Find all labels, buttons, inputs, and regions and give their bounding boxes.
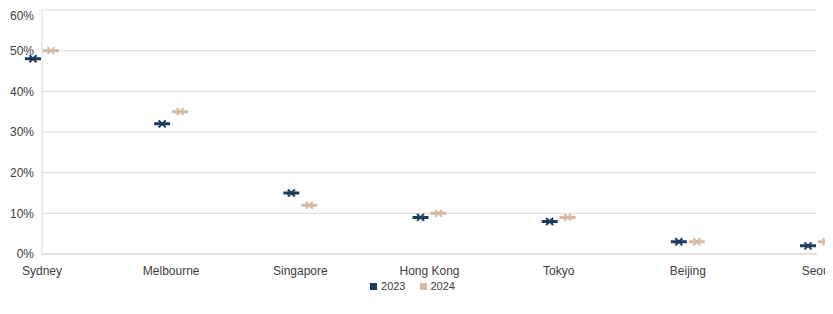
svg-text:40%: 40%	[10, 85, 34, 99]
svg-text:Seoul: Seoul	[802, 264, 825, 278]
svg-text:0%: 0%	[17, 247, 35, 261]
svg-text:60%: 60%	[10, 9, 34, 23]
svg-text:20%: 20%	[10, 166, 34, 180]
html-text:2023: 2023	[381, 280, 406, 292]
svg-text:Beijing: Beijing	[670, 264, 706, 278]
svg-text:10%: 10%	[10, 207, 34, 221]
svg-text:50%: 50%	[10, 44, 34, 58]
svg-text:Hong Kong: Hong Kong	[399, 264, 459, 278]
html-text:2024: 2024	[430, 280, 455, 292]
svg-text:Singapore: Singapore	[273, 264, 328, 278]
svg-text:Sydney: Sydney	[22, 264, 62, 278]
svg-text:Melbourne: Melbourne	[143, 264, 200, 278]
svg-text:30%: 30%	[10, 125, 34, 139]
svg-text:Tokyo: Tokyo	[543, 264, 575, 278]
